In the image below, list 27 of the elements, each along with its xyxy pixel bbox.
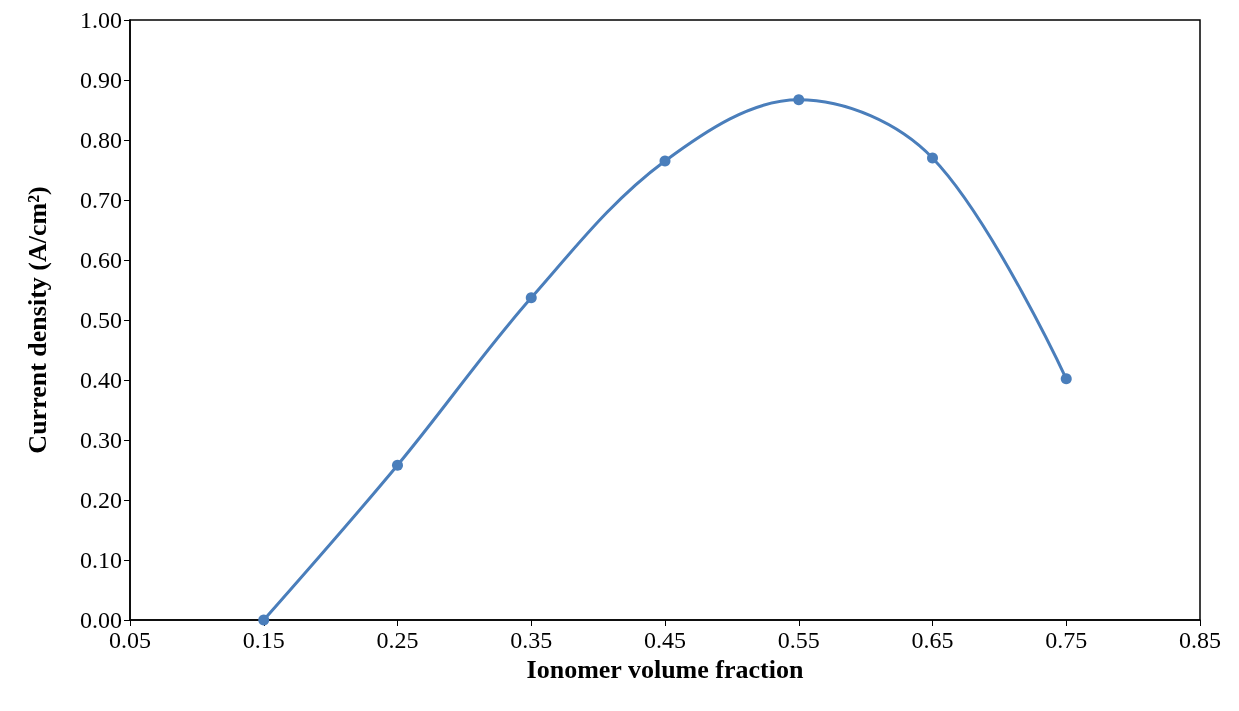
y-tick-label: 0.40 — [80, 367, 122, 393]
y-tick-label: 0.90 — [80, 67, 122, 93]
y-tick-label: 0.50 — [80, 307, 122, 333]
y-axis-title: Current density (A/cm²) — [22, 186, 52, 454]
x-tick-label: 0.15 — [242, 627, 285, 653]
y-tick-label: 0.10 — [80, 547, 122, 573]
x-tick-label: 0.25 — [376, 627, 419, 653]
x-tick-label: 0.45 — [644, 627, 686, 653]
y-tick-label: 0.60 — [80, 247, 122, 273]
point — [659, 155, 671, 167]
y-tick-label: 0.30 — [80, 427, 122, 453]
x-tick-label: 0.65 — [911, 627, 954, 653]
x-tick-label: 0.75 — [1045, 627, 1088, 653]
point — [258, 614, 270, 626]
point — [1060, 373, 1072, 385]
x-tick-label: 0.85 — [1179, 627, 1221, 653]
x-tick-label: 0.55 — [777, 627, 820, 653]
point — [793, 94, 805, 106]
point — [927, 152, 938, 164]
x-axis-title: Ionomer volume fraction — [526, 655, 804, 685]
y-tick-label: 1.00 — [80, 7, 122, 33]
x-tick-label: 0.35 — [510, 627, 553, 653]
point — [525, 292, 537, 304]
y-tick-label: 0.80 — [80, 127, 122, 153]
y-tick-label: 0.20 — [80, 487, 122, 513]
point — [392, 459, 403, 471]
y-tick-label: 0.70 — [80, 187, 122, 213]
